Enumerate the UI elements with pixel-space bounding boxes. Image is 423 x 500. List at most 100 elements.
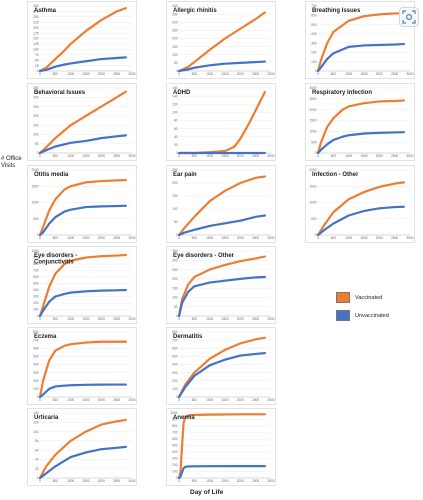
x-tick-label: 1000 bbox=[206, 479, 213, 483]
y-tick-label: 150 bbox=[33, 37, 39, 41]
x-tick-label: 2000 bbox=[237, 154, 244, 158]
x-tick-label: 500 bbox=[53, 479, 59, 483]
y-tick-label: 1500 bbox=[309, 119, 316, 123]
y-tick-label: 0 bbox=[37, 314, 39, 318]
y-tick-label: 800 bbox=[33, 330, 39, 334]
y-tick-label: 500 bbox=[172, 444, 178, 448]
x-tick-label: 3000 bbox=[267, 398, 274, 402]
y-tick-label: 0 bbox=[176, 151, 178, 155]
lens-icon[interactable] bbox=[399, 7, 419, 27]
chart-title: Asthma bbox=[34, 8, 57, 14]
series-line-unvaccinated bbox=[177, 465, 266, 480]
y-tick-label: 0 bbox=[176, 69, 178, 73]
x-tick-label: 1000 bbox=[67, 398, 74, 402]
x-tick-label: 500 bbox=[192, 236, 198, 240]
y-tick-label: 200 bbox=[172, 277, 178, 281]
y-tick-label: 900 bbox=[172, 418, 178, 422]
series-line-unvaccinated bbox=[316, 205, 405, 237]
y-tick-label: 50 bbox=[174, 61, 178, 65]
y-tick-label: 100 bbox=[33, 387, 39, 391]
y-tick-label: 0 bbox=[315, 151, 317, 155]
y-tick-label: 50 bbox=[35, 142, 39, 146]
x-tick-label: 2000 bbox=[98, 398, 105, 402]
y-tick-label: 200 bbox=[172, 37, 178, 41]
legend-item-unvaccinated: Unvaccinated bbox=[336, 310, 389, 321]
y-tick-label: 700 bbox=[33, 338, 39, 342]
x-tick-label: 500 bbox=[53, 317, 59, 321]
y-tick-label: 25 bbox=[35, 64, 39, 68]
y-tick-label: 600 bbox=[33, 275, 39, 279]
x-tick-label: 500 bbox=[192, 398, 198, 402]
series-line-vaccinated bbox=[38, 418, 127, 480]
x-tick-label: 1500 bbox=[82, 317, 89, 321]
y-tick-label: 20 bbox=[174, 143, 178, 147]
y-tick-label: 175 bbox=[33, 31, 39, 35]
y-tick-label: 250 bbox=[33, 15, 39, 19]
y-tick-label: 800 bbox=[33, 262, 39, 266]
series-line-vaccinated bbox=[38, 340, 127, 399]
x-tick-label: 1500 bbox=[221, 154, 228, 158]
y-tick-label: 200 bbox=[172, 379, 178, 383]
y-tick-label: 500 bbox=[172, 355, 178, 359]
y-tick-label: 250 bbox=[172, 268, 178, 272]
chart-title: Dermatitis bbox=[173, 334, 203, 340]
lens-icon-glyph bbox=[402, 10, 416, 24]
y-tick-label: 700 bbox=[172, 338, 178, 342]
x-tick-label: 2500 bbox=[113, 317, 120, 321]
x-tick-label: 3000 bbox=[267, 72, 274, 76]
panel-frame bbox=[166, 83, 276, 161]
y-tick-label: 50 bbox=[174, 220, 178, 224]
panel-frame bbox=[166, 327, 276, 405]
x-tick-label: 0 bbox=[317, 236, 319, 240]
y-tick-label: 400 bbox=[172, 450, 178, 454]
y-tick-label: 100 bbox=[311, 60, 317, 64]
y-tick-label: 300 bbox=[33, 295, 39, 299]
y-tick-label: 0 bbox=[176, 395, 178, 399]
x-tick-label: 0 bbox=[39, 398, 41, 402]
y-tick-label: 400 bbox=[311, 32, 317, 36]
x-tick-label: 3000 bbox=[128, 236, 135, 240]
y-tick-label: 200 bbox=[172, 181, 178, 185]
y-tick-label: 250 bbox=[33, 105, 39, 109]
x-tick-label: 500 bbox=[53, 398, 59, 402]
y-tick-label: 100 bbox=[172, 470, 178, 474]
x-tick-label: 2500 bbox=[252, 479, 259, 483]
x-tick-label: 1500 bbox=[82, 154, 89, 158]
y-tick-label: 0 bbox=[315, 69, 317, 73]
x-tick-label: 1000 bbox=[206, 236, 213, 240]
y-tick-label: 500 bbox=[311, 23, 317, 27]
y-tick-label: 0 bbox=[176, 233, 178, 237]
x-tick-label: 1000 bbox=[67, 479, 74, 483]
chart-title: Eczema bbox=[34, 334, 57, 340]
y-tick-label: 300 bbox=[172, 457, 178, 461]
y-tick-label: 200 bbox=[33, 379, 39, 383]
series-line-vaccinated bbox=[177, 11, 266, 73]
x-tick-label: 1500 bbox=[82, 72, 89, 76]
x-tick-label: 2000 bbox=[98, 317, 105, 321]
chart-title: Urticaria bbox=[34, 415, 59, 421]
y-tick-label: 900 bbox=[33, 256, 39, 260]
y-tick-label: 250 bbox=[172, 168, 178, 172]
x-tick-label: 0 bbox=[39, 72, 41, 76]
x-tick-label: 0 bbox=[39, 236, 41, 240]
y-tick-label: 0 bbox=[37, 69, 39, 73]
x-tick-label: 2000 bbox=[237, 317, 244, 321]
y-tick-label: 1000 bbox=[309, 201, 316, 205]
y-tick-label: 0 bbox=[37, 395, 39, 399]
y-tick-label: 225 bbox=[33, 20, 39, 24]
x-tick-label: 2500 bbox=[113, 72, 120, 76]
y-tick-label: 300 bbox=[172, 258, 178, 262]
panel-frame bbox=[166, 246, 276, 324]
x-tick-label: 3000 bbox=[267, 154, 274, 158]
y-tick-label: 20 bbox=[35, 467, 39, 471]
y-tick-label: 0 bbox=[37, 151, 39, 155]
y-tick-label: 1000 bbox=[31, 201, 38, 205]
x-tick-label: 1000 bbox=[345, 154, 352, 158]
x-axis-title: Day of Life bbox=[190, 489, 224, 496]
y-tick-label: 3000 bbox=[309, 86, 316, 90]
y-tick-label: 800 bbox=[172, 424, 178, 428]
